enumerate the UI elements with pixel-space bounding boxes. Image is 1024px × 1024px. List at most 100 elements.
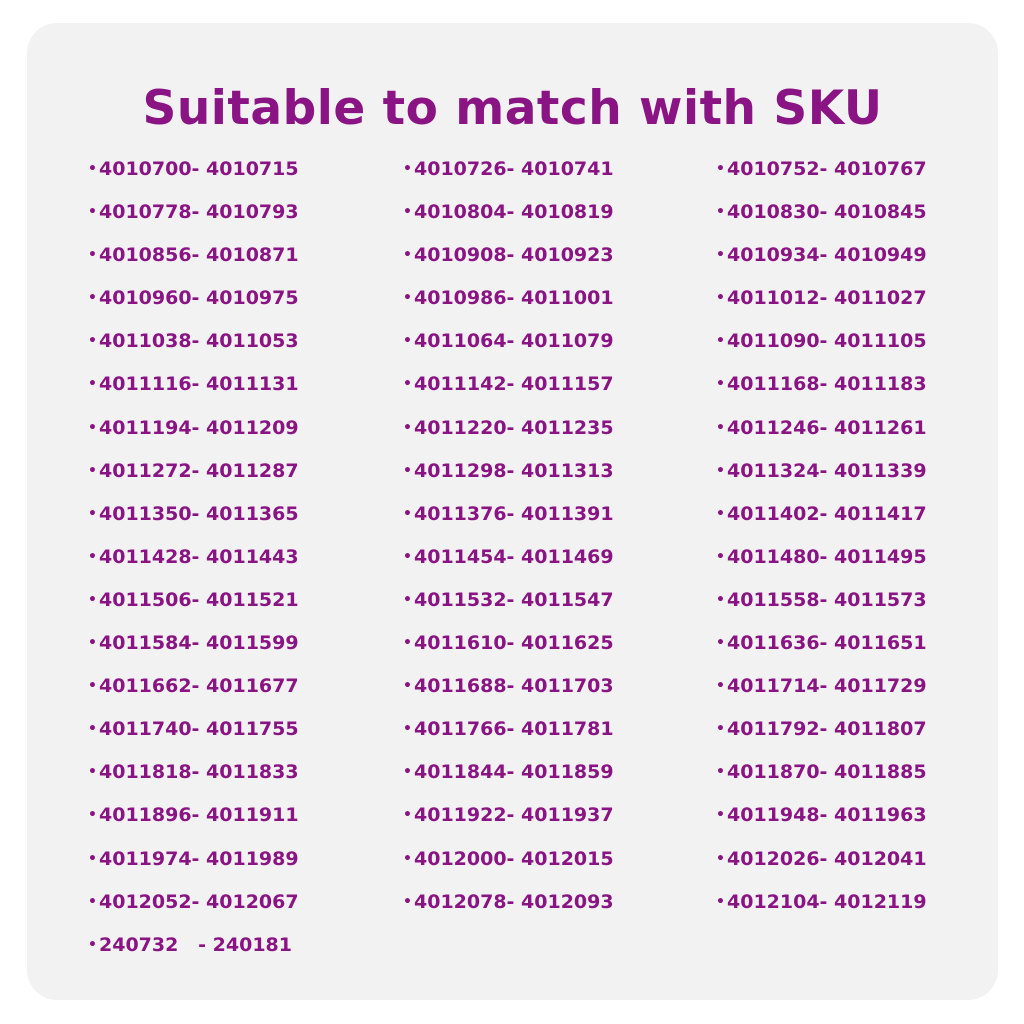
bullet-icon: • <box>88 505 97 522</box>
sku-range-item: • 4011870- 4011885 <box>716 759 927 802</box>
sku-range-text: 4010804- 4010819 <box>414 201 614 224</box>
sku-range-text: 4011844- 4011859 <box>414 761 614 784</box>
sku-range-text: 4011610- 4011625 <box>414 632 614 655</box>
bullet-icon: • <box>88 936 97 953</box>
bullet-icon: • <box>88 204 97 221</box>
sku-range-item: • 4011272- 4011287 <box>88 458 299 501</box>
sku-range-item: • 4011142- 4011157 <box>403 371 614 414</box>
bullet-icon: • <box>88 333 97 350</box>
sku-range-text: 4011116- 4011131 <box>99 373 299 396</box>
sku-range-text: 240732 - 240181 <box>99 933 292 956</box>
sku-range-text: 4011506- 4011521 <box>99 588 299 611</box>
sku-range-item: • 4012104- 4012119 <box>716 889 927 932</box>
sku-range-item: • 4011896- 4011911 <box>88 802 299 845</box>
sku-range-item: • 4011246- 4011261 <box>716 415 927 458</box>
page-title: Suitable to match with SKU <box>142 81 883 136</box>
sku-range-text: 4011168- 4011183 <box>727 373 927 396</box>
bullet-icon: • <box>403 505 412 522</box>
sku-range-item: • 4011948- 4011963 <box>716 802 927 845</box>
sku-range-text: 4012104- 4012119 <box>727 890 927 913</box>
sku-range-item: • 4012078- 4012093 <box>403 889 614 932</box>
sku-range-item: • 4010934- 4010949 <box>716 242 927 285</box>
sku-range-text: 4011012- 4011027 <box>727 287 927 310</box>
bullet-icon: • <box>403 161 412 177</box>
sku-range-text: 4010856- 4010871 <box>99 244 299 267</box>
sku-range-item: • 4011376- 4011391 <box>403 501 614 544</box>
sku-range-item: • 4010726- 4010741 <box>403 156 614 199</box>
sku-range-text: 4011662- 4011677 <box>99 675 299 698</box>
sku-range-item: • 240732 - 240181 <box>88 932 299 975</box>
sku-range-item: • 4011766- 4011781 <box>403 716 614 759</box>
sku-range-item: • 4011350- 4011365 <box>88 501 299 544</box>
bullet-icon: • <box>88 376 97 393</box>
sku-range-text: 4011792- 4011807 <box>727 718 927 741</box>
sku-range-item: • 4011402- 4011417 <box>716 501 927 544</box>
bullet-icon: • <box>716 204 725 221</box>
sku-range-item: • 4011532- 4011547 <box>403 587 614 630</box>
sku-range-item: • 4011090- 4011105 <box>716 328 927 371</box>
bullet-icon: • <box>88 161 97 177</box>
sku-range-item: • 4011506- 4011521 <box>88 587 299 630</box>
bullet-icon: • <box>716 419 725 436</box>
bullet-icon: • <box>403 850 412 867</box>
bullet-icon: • <box>716 678 725 695</box>
sku-range-item: • 4011116- 4011131 <box>88 371 299 414</box>
sku-range-text: 4010726- 4010741 <box>414 158 614 180</box>
sku-range-item: • 4012000- 4012015 <box>403 846 614 889</box>
bullet-icon: • <box>88 247 97 264</box>
sku-range-item: • 4010960- 4010975 <box>88 285 299 328</box>
bullet-icon: • <box>88 807 97 824</box>
sku-range-item: • 4011922- 4011937 <box>403 802 614 845</box>
sku-range-item: • 4011428- 4011443 <box>88 544 299 587</box>
sku-range-text: 4011896- 4011911 <box>99 804 299 827</box>
bullet-icon: • <box>88 591 97 608</box>
sku-range-text: 4012052- 4012067 <box>99 890 299 913</box>
sku-range-text: 4010960- 4010975 <box>99 287 299 310</box>
bullet-icon: • <box>403 893 412 910</box>
sku-range-text: 4011402- 4011417 <box>727 502 927 525</box>
bullet-icon: • <box>403 807 412 824</box>
bullet-icon: • <box>716 247 725 264</box>
bullet-icon: • <box>716 290 725 307</box>
bullet-icon: • <box>88 419 97 436</box>
bullet-icon: • <box>403 247 412 264</box>
bullet-icon: • <box>88 850 97 867</box>
sku-range-text: 4011532- 4011547 <box>414 588 614 611</box>
bullet-icon: • <box>88 721 97 738</box>
sku-range-text: 4011558- 4011573 <box>727 588 927 611</box>
sku-range-text: 4011350- 4011365 <box>99 502 299 525</box>
sku-card: Suitable to match with SKU <box>27 23 998 1000</box>
sku-range-text: 4011428- 4011443 <box>99 545 299 568</box>
bullet-icon: • <box>88 290 97 307</box>
sku-range-item: • 4010778- 4010793 <box>88 199 299 242</box>
sku-range-item: • 4011038- 4011053 <box>88 328 299 371</box>
sku-range-item: • 4011584- 4011599 <box>88 630 299 673</box>
bullet-icon: • <box>88 462 97 479</box>
bullet-icon: • <box>716 505 725 522</box>
sku-range-item: • 4011324- 4011339 <box>716 458 927 501</box>
bullet-icon: • <box>716 333 725 350</box>
sku-range-item: • 4011974- 4011989 <box>88 846 299 889</box>
bullet-icon: • <box>403 548 412 565</box>
sku-column-2: • 4010726- 4010741 • 4010804- 4010819 • 40109… <box>403 156 614 932</box>
bullet-icon: • <box>716 893 725 910</box>
sku-range-text: 4010986- 4011001 <box>414 287 614 310</box>
sku-range-text: 4011480- 4011495 <box>727 545 927 568</box>
sku-range-item: • 4011792- 4011807 <box>716 716 927 759</box>
bullet-icon: • <box>716 635 725 652</box>
sku-range-item: • 4011168- 4011183 <box>716 371 927 414</box>
bullet-icon: • <box>716 161 725 177</box>
sku-range-item: • 4011298- 4011313 <box>403 458 614 501</box>
sku-range-text: 4010752- 4010767 <box>727 158 927 180</box>
sku-range-item: • 4010752- 4010767 <box>716 156 927 199</box>
sku-range-text: 4012000- 4012015 <box>414 847 614 870</box>
sku-range-item: • 4010856- 4010871 <box>88 242 299 285</box>
sku-column-1: • 4010700- 4010715 • 4010778- 4010793 • 40108… <box>88 156 299 975</box>
sku-range-text: 4012026- 4012041 <box>727 847 927 870</box>
sku-range-text: 4011740- 4011755 <box>99 718 299 741</box>
bullet-icon: • <box>403 721 412 738</box>
bullet-icon: • <box>716 591 725 608</box>
sku-range-item: • 4011558- 4011573 <box>716 587 927 630</box>
sku-range-item: • 4011610- 4011625 <box>403 630 614 673</box>
sku-range-item: • 4011714- 4011729 <box>716 673 927 716</box>
